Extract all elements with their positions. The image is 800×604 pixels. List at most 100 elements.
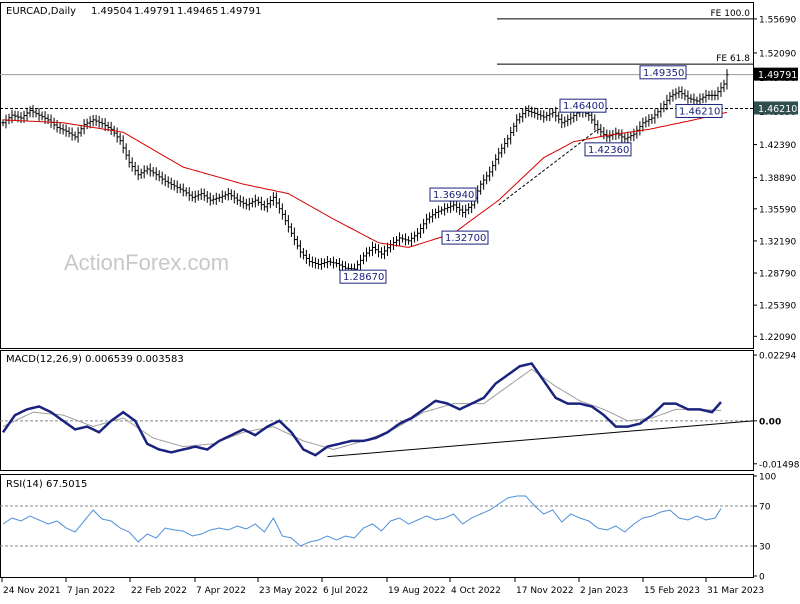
price-bar [49,114,53,128]
rsi-y-tick-label: 100 [759,473,776,483]
price-bar [139,168,143,179]
price-bar [398,232,402,246]
price-bar [262,200,266,211]
price-bar [52,117,56,130]
ohlc-low: 1.49465 [177,6,218,17]
fe-level-label: FE 100.0 [711,9,751,19]
rsi-y-tick-label: 70 [759,503,771,513]
ohlc-open: 1.49504 [91,6,132,17]
price-bar [404,233,408,246]
price-bar [377,244,381,258]
price-bar [250,197,254,208]
price-bar [464,204,468,218]
price-bar [277,198,281,214]
price-bar [590,111,594,124]
price-bar [554,106,558,122]
macd-panel-frame [0,350,754,471]
moving-average-line [2,111,728,248]
price-bar [518,112,522,124]
price-bar [28,106,32,118]
price-bar [515,114,519,132]
x-tick-label: 31 Mar 2023 [707,586,764,596]
macd-title: MACD(12,26,9) 0.006539 0.003583 [6,354,184,365]
price-bar [437,205,441,219]
price-bar [310,256,314,268]
rsi-line [2,495,722,547]
x-tick-label: 17 Nov 2022 [516,586,574,596]
price-bar [196,190,200,201]
price-label-box [429,187,477,202]
macd-y-tick-label: 0.02294 [759,352,796,362]
price-bar [13,110,17,121]
price-bar [127,150,131,168]
y-tick-label: 1.42390 [759,141,796,151]
price-bar [680,86,684,99]
price-bar [671,89,675,102]
price-bar [647,114,651,127]
price-bar [205,191,209,203]
price-bar [668,91,672,105]
price-bar [334,259,338,268]
price-bar [40,111,44,121]
price-bar [133,161,137,176]
price-bar [256,196,260,206]
price-bar [722,79,726,93]
price-bar [416,227,420,242]
price-bar [58,122,62,134]
price-bar [467,203,471,215]
price-bar [635,125,639,139]
price-bar [124,143,128,160]
price-bar [199,188,203,201]
price-bar [235,193,239,205]
rsi-y-tick-label: 30 [759,543,771,553]
price-bar [187,187,191,201]
axis-price-box-label: 1.46210 [758,104,797,115]
price-bar [340,260,344,272]
price-bar [34,108,38,118]
price-bar [479,180,483,195]
price-bar [76,127,80,143]
price-bar [386,242,390,256]
price-bar [536,107,540,120]
price-bar [608,130,612,143]
price-bar [422,218,426,234]
price-bar [70,127,74,141]
price-bar [307,253,311,267]
macd-y-tick-label: 0.00 [759,417,781,427]
price-bar [184,187,188,197]
price-bar [650,113,654,124]
price-bar [371,241,374,256]
price-bar [157,170,161,182]
price-bar [172,179,176,191]
price-bar [367,246,371,257]
price-bar [425,213,429,230]
axis-price-box-label: 1.49791 [758,70,797,81]
price-bar [557,111,561,124]
price-bar [383,245,387,260]
price-bar [358,254,362,271]
x-tick-label: 24 Nov 2021 [3,586,61,596]
price-bar [656,108,660,119]
price-bar [232,190,236,204]
price-bar [545,111,549,121]
price-label-text: 1.36940 [433,190,474,201]
price-bar [644,116,648,128]
price-bar [692,93,696,106]
price-bar [701,93,705,104]
axis-price-box [754,101,798,115]
price-bar [265,198,269,213]
price-bar [193,190,197,203]
price-bar [461,205,465,218]
price-bar [629,131,633,142]
price-bar [322,258,326,268]
price-bar [434,208,438,219]
price-bar [551,108,555,118]
price-bar [19,112,23,124]
price-bar [593,114,597,131]
price-bar [719,82,723,97]
x-tick-label: 22 Feb 2022 [131,586,187,596]
price-bar [596,120,600,134]
price-bar [566,114,570,127]
macd-signal-line [2,368,722,451]
price-bar [500,143,504,158]
